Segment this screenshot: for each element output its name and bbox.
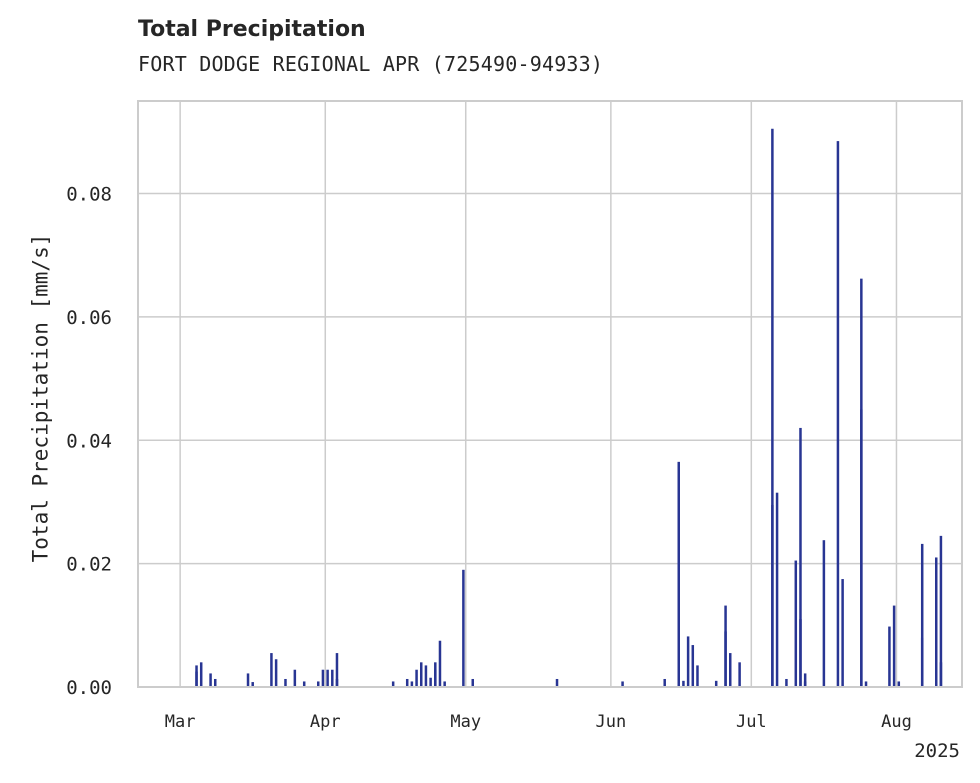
precipitation-bar [251, 682, 254, 687]
precipitation-bar [462, 569, 465, 687]
precipitation-bar [897, 681, 901, 687]
precipitation-bar [293, 669, 297, 687]
chart-title: Total Precipitation [138, 17, 366, 42]
precipitation-bar [434, 662, 437, 687]
precipitation-bar [391, 681, 395, 687]
precipitation-bar [331, 669, 334, 687]
precipitation-bar [270, 653, 273, 687]
precipitation-bar [892, 605, 896, 687]
precipitation-bar [471, 678, 474, 687]
precipitation-bar [405, 678, 409, 687]
precipitation-bar [284, 678, 287, 687]
precipitation-bar [836, 141, 840, 688]
year-label: 2025 [914, 740, 960, 762]
precipitation-bar [420, 662, 423, 687]
precipitation-bar [799, 619, 802, 687]
precipitation-bar [935, 557, 938, 687]
precipitation-bar [195, 665, 198, 687]
precipitation-bar [335, 653, 339, 687]
precipitation-bar [415, 669, 418, 687]
x-tick-labels: Mar Apr May Jun Jul Aug [165, 712, 912, 732]
precipitation-bar [621, 681, 624, 687]
precipitation-bar [939, 535, 943, 687]
precipitation-bar [677, 461, 680, 687]
y-tick-label: 0.00 [66, 677, 112, 699]
precipitation-bar [729, 653, 732, 687]
x-tick-label: Mar [165, 712, 196, 732]
precipitation-bar [841, 579, 844, 687]
precipitation-bar [860, 409, 863, 687]
precipitation-bar [696, 665, 699, 687]
precipitation-bar [785, 678, 788, 687]
precipitation-bar [888, 626, 891, 687]
precipitation-bar [663, 678, 666, 687]
precipitation-bar [274, 659, 278, 687]
x-tick-label: May [450, 712, 481, 732]
y-axis-label: Total Precipitation [mm/s] [28, 234, 52, 563]
precipitation-bar [410, 681, 414, 687]
precipitation-bar [199, 662, 203, 687]
precipitation-bar [864, 681, 868, 687]
precipitation-bar [438, 640, 442, 687]
y-tick-label: 0.08 [66, 184, 112, 206]
precipitation-bar [317, 681, 320, 687]
x-tick-label: Apr [310, 712, 341, 732]
precipitation-bar [738, 662, 741, 687]
precipitation-bar [803, 673, 807, 687]
precipitation-bar [246, 673, 250, 687]
precipitation-bar [920, 543, 924, 687]
precipitation-bar [799, 427, 802, 687]
y-tick-label: 0.02 [66, 554, 112, 576]
precipitation-bar [714, 680, 718, 687]
y-tick-label: 0.04 [66, 430, 112, 452]
x-tick-label: Jun [596, 712, 627, 732]
precipitation-bar [429, 677, 432, 687]
precipitation-bar [682, 680, 685, 687]
precipitation-bar [794, 560, 798, 687]
precipitation-bar [209, 673, 212, 687]
precipitation-bar [822, 540, 826, 687]
precipitation-bar [691, 645, 695, 687]
precipitation-bar [443, 681, 446, 687]
chart-subtitle: FORT DODGE REGIONAL APR (725490-94933) [138, 52, 604, 76]
precipitation-bar [803, 681, 807, 687]
precipitation-bar [214, 678, 217, 687]
precipitation-bar [321, 669, 325, 687]
plot-frame [137, 100, 963, 688]
grid-lines [138, 101, 962, 688]
precipitation-bar [771, 128, 774, 688]
precipitation-bars [195, 128, 943, 688]
precipitation-bar [686, 636, 690, 687]
precipitation-bar [555, 678, 559, 687]
y-tick-label: 0.06 [66, 307, 112, 329]
x-tick-label: Jul [736, 712, 767, 732]
precipitation-bar [775, 492, 779, 687]
precipitation-bar [424, 665, 428, 687]
y-tick-labels: 0.00 0.02 0.04 0.06 0.08 [66, 184, 112, 699]
precipitation-bar [302, 681, 306, 687]
x-tick-label: Aug [881, 712, 912, 732]
precipitation-bar [939, 662, 943, 687]
precipitation-bar [326, 669, 329, 687]
precipitation-bar [724, 631, 727, 687]
